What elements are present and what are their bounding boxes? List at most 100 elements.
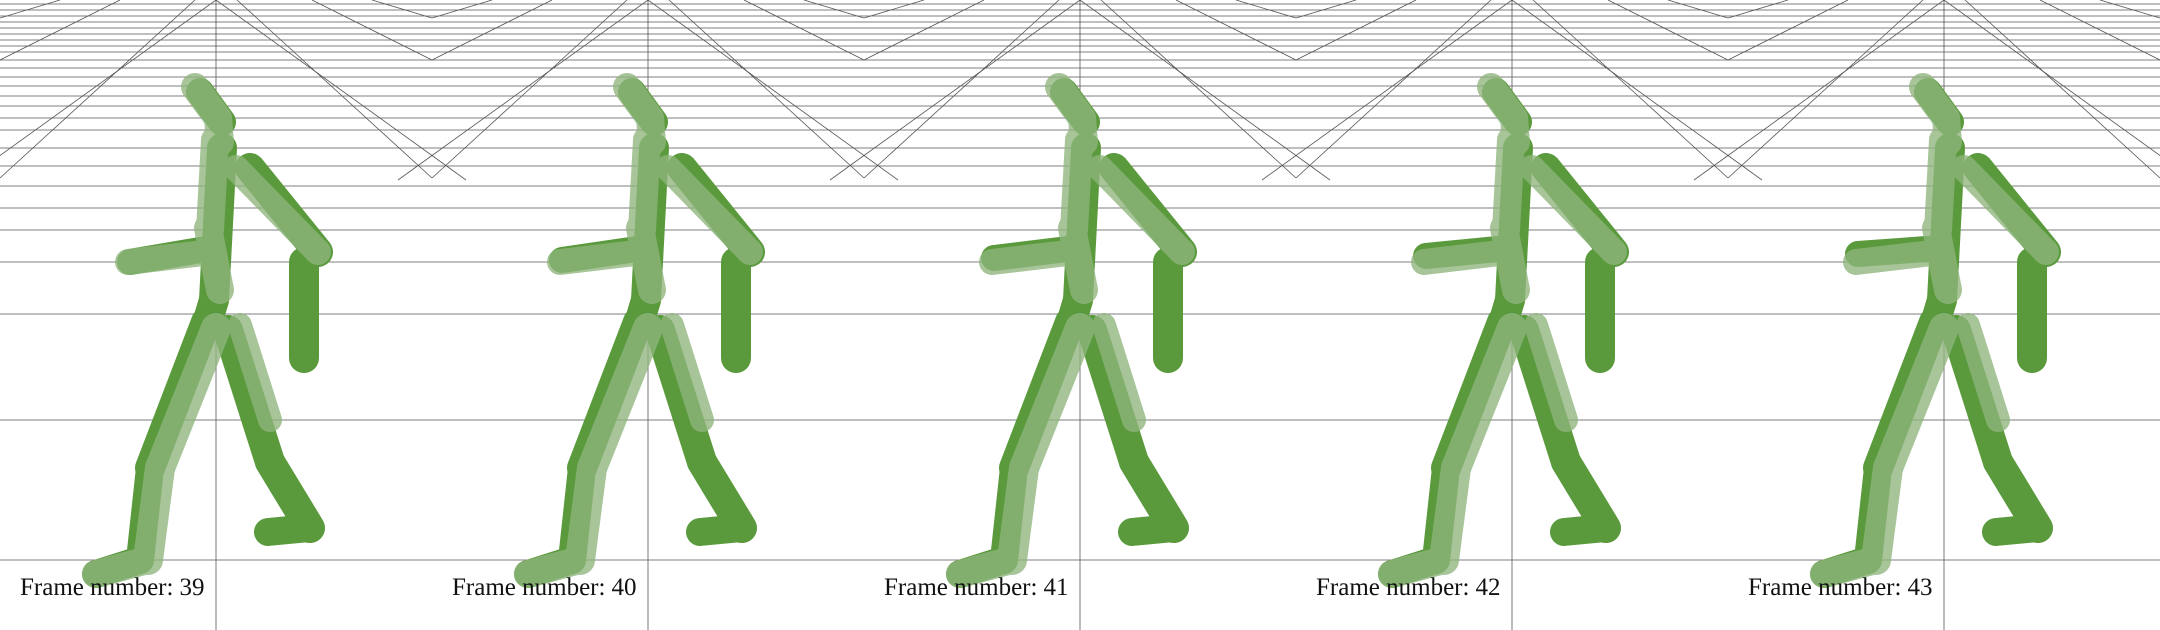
frame-number: 43 [1907, 574, 1933, 601]
figure-front-foot [1550, 514, 1620, 546]
grid-diagonal-line [1175, 0, 1297, 61]
grid-diagonal-line [1693, 0, 1945, 181]
grid-diagonal-line [2099, 0, 2160, 19]
overlay-front-thigh [228, 313, 282, 432]
overlay-back-foot [514, 546, 594, 588]
walking-figure [514, 73, 765, 588]
frame-label: Frame number: 41 [884, 574, 1068, 602]
grid-diagonal-line [743, 0, 865, 61]
grid-diagonal-line [1727, 0, 1924, 179]
grid-diagonal-line [397, 0, 649, 181]
grid-diagonal-line [1295, 0, 1357, 19]
figure-front-foot [1118, 514, 1188, 546]
frame-caption: Frame number: [884, 574, 1038, 601]
overlay-back-foot [946, 546, 1026, 588]
overlay-front-arm [223, 155, 331, 265]
walking-figure [1378, 73, 1629, 588]
grid-diagonal-line [647, 0, 899, 181]
frame-caption: Frame number: [452, 574, 606, 601]
overlay-back-shin [997, 453, 1039, 575]
overlay-front-thigh [1092, 313, 1146, 432]
grid-diagonal-line [1079, 0, 1331, 181]
overlay-back-shin [1429, 453, 1471, 575]
figure-front-foot [254, 514, 324, 546]
frame-label: Frame number: 40 [452, 574, 636, 602]
walking-figure [82, 73, 333, 588]
grid-diagonal-line [0, 0, 196, 179]
overlay-back-arm [979, 239, 1089, 275]
overlay-back-thigh [1441, 313, 1527, 483]
overlay-back-shin [565, 453, 607, 575]
figure-front-thigh [213, 315, 285, 477]
frame-number: 41 [1043, 574, 1069, 601]
grid-diagonal-line [1607, 0, 1729, 61]
overlay-back-thigh [577, 313, 663, 483]
grid-diagonal-line [311, 0, 433, 61]
predicted-figure-overlay [514, 73, 763, 588]
overlay-back-foot [1378, 546, 1458, 588]
overlay-front-arm [1087, 155, 1195, 265]
figure-front-thigh [1941, 315, 2013, 477]
grid-diagonal-line [1261, 0, 1513, 181]
grid-diagonal-line [1964, 0, 2160, 179]
overlay-back-thigh [1009, 313, 1095, 483]
predicted-figure-overlay [1810, 73, 2059, 588]
grid-diagonal-line [431, 0, 628, 179]
grid-diagonal-line [371, 0, 433, 19]
overlay-front-arm [655, 155, 763, 265]
grid-diagonal-line [863, 0, 925, 19]
frame-number: 39 [179, 574, 205, 601]
grid-diagonal-line [0, 0, 217, 157]
frame-label: Frame number: 43 [1748, 574, 1932, 602]
grid-diagonal-line [1667, 0, 1729, 19]
grid-diagonal-line [1511, 0, 1763, 181]
grid-diagonal-line [803, 0, 865, 19]
figure-front-thigh [1509, 315, 1581, 477]
figure-front-foot [686, 514, 756, 546]
frame-label: Frame number: 42 [1316, 574, 1500, 602]
grid-diagonal-line [1532, 0, 1729, 179]
frame-number: 40 [611, 574, 637, 601]
grid-diagonal-line [1100, 0, 1297, 179]
frame-caption: Frame number: [20, 574, 174, 601]
predicted-figure-overlay [1378, 73, 1627, 588]
grid-diagonal-line [863, 0, 1060, 179]
grid-diagonal-line [668, 0, 865, 179]
frame-label: Frame number: 39 [20, 574, 204, 602]
grid-diagonal-line [0, 0, 61, 19]
overlay-back-thigh [1873, 313, 1959, 483]
frame-caption: Frame number: [1316, 574, 1470, 601]
frame-number: 42 [1475, 574, 1501, 601]
grid-diagonal-line [863, 0, 985, 61]
grid-diagonal-line [215, 0, 467, 181]
grid-diagonal-line [1295, 0, 1417, 61]
grid-diagonal-line [2039, 0, 2160, 61]
grid-diagonal-line [1727, 0, 1849, 61]
walking-figure [1810, 73, 2061, 588]
grid-diagonal-line [1295, 0, 1492, 179]
overlay-back-arm [1843, 239, 1953, 275]
grid-diagonal-line [236, 0, 433, 179]
figure-front-foot [1982, 514, 2052, 546]
grid-diagonal-line [1235, 0, 1297, 19]
overlay-back-thigh [145, 313, 231, 483]
grid-diagonal-line [1943, 0, 2160, 157]
overlay-front-thigh [660, 313, 714, 432]
overlay-back-shin [133, 453, 175, 575]
overlay-front-thigh [1956, 313, 2010, 432]
overlay-front-thigh [1524, 313, 1578, 432]
figure-front-thigh [1077, 315, 1149, 477]
predicted-figure-overlay [946, 73, 1195, 588]
overlay-back-foot [1810, 546, 1890, 588]
predicted-figure-overlay [82, 73, 331, 588]
overlay-back-shin [1861, 453, 1903, 575]
figure-strip [82, 73, 2061, 588]
overlay-back-arm [115, 239, 225, 275]
overlay-front-arm [1519, 155, 1627, 265]
figure-front-thigh [645, 315, 717, 477]
overlay-back-arm [547, 239, 657, 275]
grid-diagonal-line [829, 0, 1081, 181]
frame-caption: Frame number: [1748, 574, 1902, 601]
overlay-back-foot [82, 546, 162, 588]
